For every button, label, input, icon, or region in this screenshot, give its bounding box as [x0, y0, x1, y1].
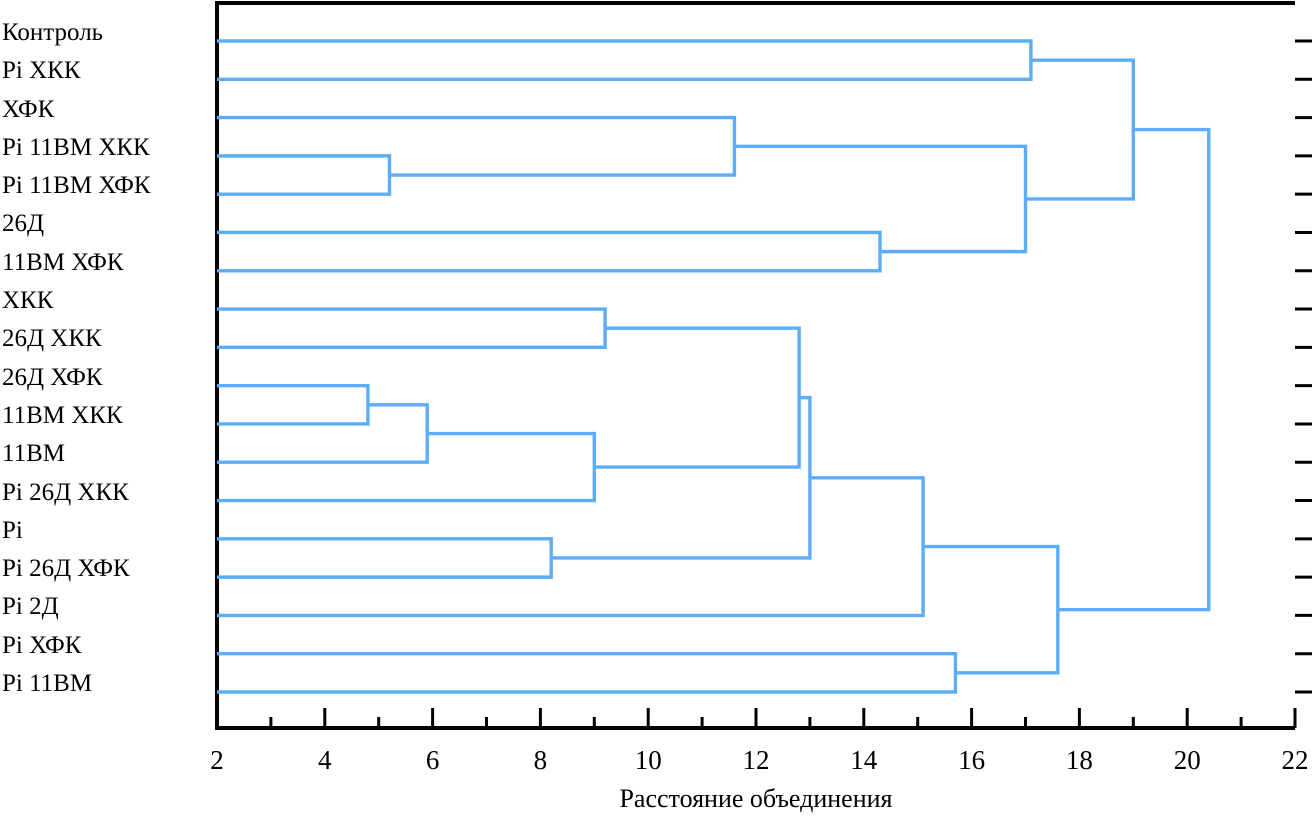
dendrogram-link	[217, 154, 392, 196]
x-tick-label: 2	[210, 745, 224, 775]
link-path	[217, 537, 553, 579]
link-path	[217, 652, 958, 694]
x-axis-title: Расстояние объединения	[619, 784, 893, 813]
leaf-label: 26Д ХФК	[2, 363, 103, 391]
x-tick-label: 4	[318, 745, 332, 775]
leaf-label: ХКК	[2, 287, 54, 315]
link-path	[217, 115, 737, 177]
leaf-label: Pi 26Д ХФК	[2, 555, 130, 583]
x-tick-label: 8	[533, 745, 548, 775]
dendrogram-link	[217, 39, 1033, 81]
link-path	[594, 326, 801, 469]
x-tick-label: 14	[850, 745, 878, 775]
dendrogram-link	[217, 431, 596, 503]
leaf-label: 26Д ХКК	[2, 325, 102, 353]
link-path	[217, 230, 882, 273]
leaf-label: Pi	[2, 516, 23, 544]
x-tick-label: 18	[1065, 745, 1093, 775]
dendrogram-link	[217, 537, 553, 579]
leaf-label: Контроль	[2, 19, 104, 46]
link-path	[217, 307, 607, 350]
link-path	[551, 395, 812, 560]
dendrogram-link	[217, 307, 607, 350]
dendrogram-link	[1057, 127, 1211, 612]
leaf-label: 11ВМ ХКК	[2, 401, 123, 429]
x-tick-label: 22	[1281, 745, 1309, 775]
x-tick-label: 12	[742, 745, 770, 775]
x-tick-label: 20	[1173, 745, 1201, 775]
leaf-label: Pi 11ВМ ХФК	[2, 172, 151, 200]
link-path	[1057, 127, 1211, 612]
dendrogram-link	[217, 383, 370, 426]
leaf-label: Pi 11ВМ	[2, 670, 93, 697]
dendrogram-link	[594, 326, 801, 469]
link-path	[217, 39, 1033, 81]
leaf-label: Pi 2Д	[2, 593, 59, 621]
leaf-label: ХФК	[2, 95, 55, 123]
x-tick-label: 10	[634, 745, 662, 775]
leaf-label: Pi 26Д ХКК	[2, 478, 129, 506]
link-path	[217, 403, 429, 464]
link-path	[217, 431, 596, 503]
link-path	[217, 383, 370, 426]
dendrogram-link	[217, 403, 429, 464]
dendrogram-link	[217, 230, 882, 273]
leaf-label: Pi ХКК	[2, 57, 81, 85]
dendrogram-link	[217, 652, 958, 694]
dendrogram-link	[1025, 58, 1135, 201]
link-path	[217, 154, 392, 196]
dendrogram-link	[551, 395, 812, 560]
dendrogram-link	[217, 115, 737, 177]
x-tick-label: 6	[425, 745, 440, 775]
leaf-label: 11ВМ ХФК	[2, 248, 124, 276]
leaf-label: Pi ХФК	[2, 631, 82, 659]
leaf-label-column: Контроль Pi ХКК ХФК Pi 11ВМ ХКК Pi 11ВМ ХФК 2…	[0, 0, 216, 730]
x-tick-label: 16	[958, 745, 986, 775]
link-path	[217, 476, 925, 618]
leaf-label: Pi 11ВМ ХКК	[2, 133, 150, 161]
leaf-label: 26Д	[2, 210, 45, 238]
leaf-label: 11ВМ	[2, 440, 65, 468]
link-path	[1025, 58, 1135, 201]
dendrogram-link	[217, 476, 925, 618]
